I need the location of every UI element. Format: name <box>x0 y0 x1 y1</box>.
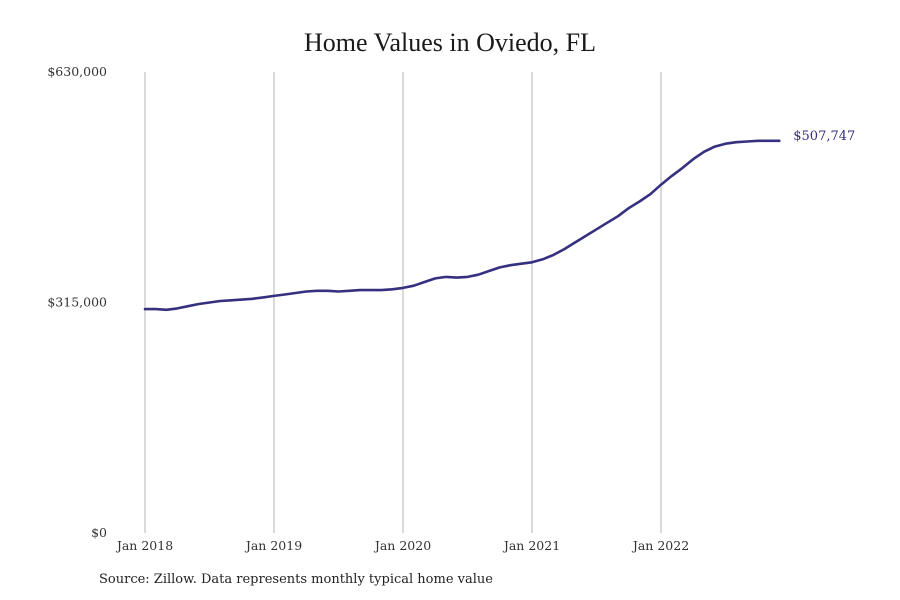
y-tick-label: $630,000 <box>47 64 107 79</box>
vertical-gridlines <box>144 72 662 533</box>
x-tick-label: Jan 2020 <box>373 538 431 553</box>
x-tick-label: Jan 2019 <box>244 538 302 553</box>
x-tick-label: Jan 2018 <box>115 538 173 553</box>
home-value-line <box>143 139 781 312</box>
y-tick-label: $0 <box>91 525 107 540</box>
x-axis-ticks: Jan 2018 Jan 2019 Jan 2020 Jan 2021 Jan 2022 <box>115 538 689 553</box>
x-tick-label: Jan 2021 <box>502 538 560 553</box>
chart-title: Home Values in Oviedo, FL <box>304 28 596 57</box>
last-value-label: $507,747 <box>793 129 855 144</box>
y-tick-label: $315,000 <box>47 295 107 310</box>
y-axis-ticks: $0 $315,000 $630,000 <box>47 64 107 540</box>
source-note: Source: Zillow. Data represents monthly … <box>99 572 493 587</box>
x-tick-label: Jan 2022 <box>631 538 689 553</box>
